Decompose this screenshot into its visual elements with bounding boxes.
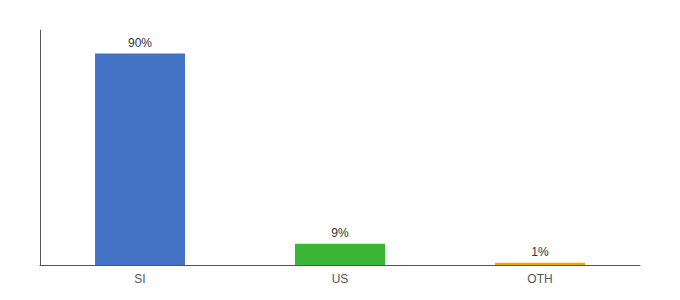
svg-text:9%: 9% xyxy=(331,226,349,240)
svg-text:OTH: OTH xyxy=(527,272,552,286)
svg-text:SI: SI xyxy=(134,272,145,286)
svg-text:1%: 1% xyxy=(531,245,549,259)
svg-text:US: US xyxy=(332,272,349,286)
svg-text:90%: 90% xyxy=(128,36,152,50)
